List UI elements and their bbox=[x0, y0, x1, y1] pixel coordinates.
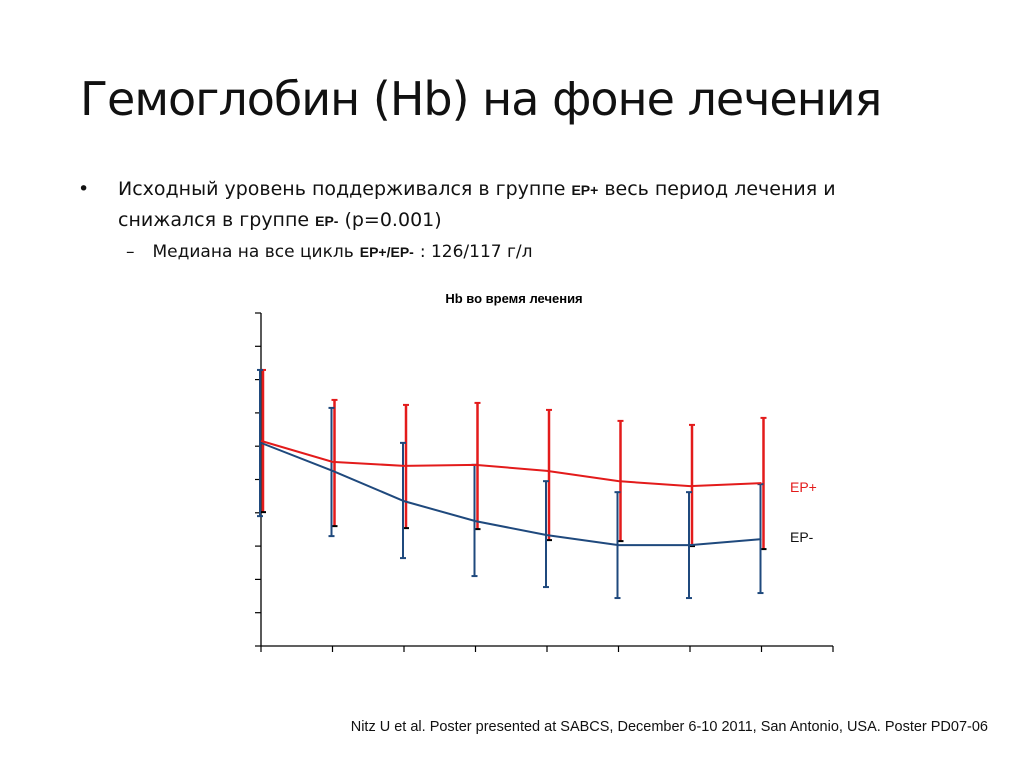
slide-title: Гемоглобин (Hb) на фоне лечения bbox=[80, 72, 882, 126]
sub-dash: – bbox=[126, 242, 135, 262]
citation-footer: Nitz U et al. Poster presented at SABCS,… bbox=[350, 719, 988, 735]
legend-ep-minus: EP- bbox=[790, 529, 814, 545]
sub-text-b: : 126/117 г/л bbox=[419, 242, 533, 262]
bullet-1: • Исходный уровень поддерживался в групп… bbox=[78, 174, 908, 236]
legend-ep-plus: EP+ bbox=[790, 479, 817, 495]
tag-ep-both: EP+/EP- bbox=[359, 244, 414, 260]
sub-bullet: – Медиана на все цикль EP+/EP- : 126/117 г/… bbox=[126, 242, 533, 262]
bullet-dot: • bbox=[78, 178, 90, 200]
sub-text-a: Медиана на все цикль bbox=[152, 242, 354, 262]
ep-plus-line bbox=[260, 439, 762, 488]
ep-minus-line bbox=[260, 441, 762, 547]
chart-title: Hb во время лечения bbox=[445, 291, 582, 306]
bullet-1-text-c: (p=0.001) bbox=[344, 209, 442, 231]
tag-ep-minus: EP- bbox=[315, 213, 339, 229]
bullet-1-text-a: Исходный уровень поддерживался в группе bbox=[118, 178, 566, 200]
bullet-1-text-b: весь период лечения и снижался в группе bbox=[118, 178, 836, 231]
tag-ep-plus: EP+ bbox=[571, 182, 599, 198]
